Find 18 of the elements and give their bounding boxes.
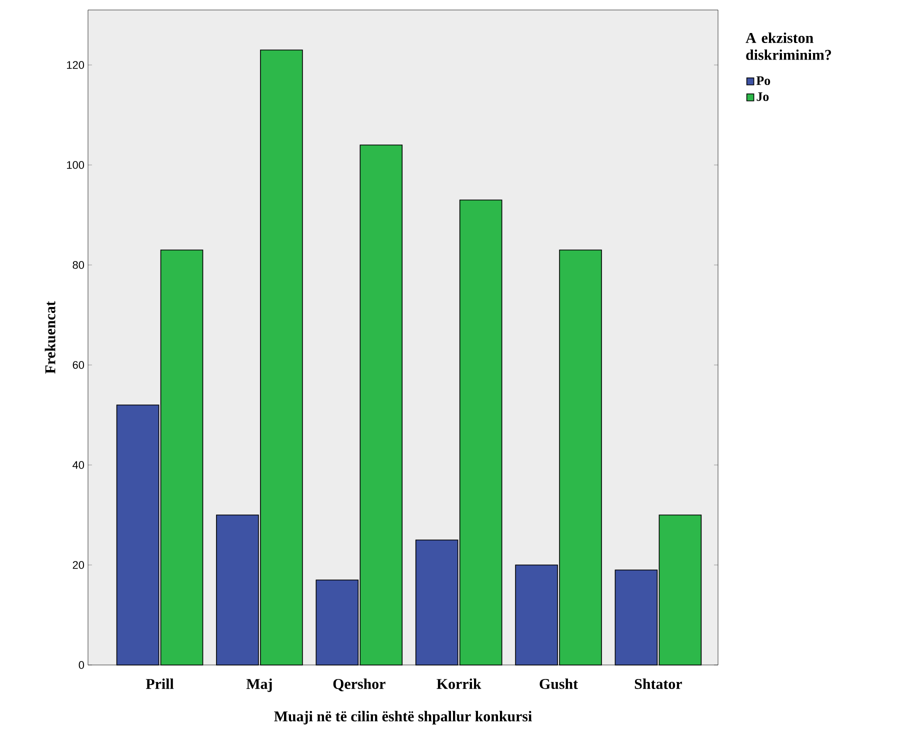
legend-label: Po <box>756 76 770 85</box>
y-tick-label: 60 <box>72 361 84 369</box>
legend-label: Jo <box>756 92 769 101</box>
y-tick-label: 40 <box>72 461 84 469</box>
x-tick-label: Qershor <box>333 678 386 692</box>
x-tick-label: Prill <box>146 678 174 689</box>
x-tick-label: Korrik <box>436 678 482 690</box>
y-tick-label: 100 <box>67 161 84 169</box>
y-tick-label: 0 <box>78 661 84 669</box>
x-tick-label: Gusht <box>540 678 578 690</box>
y-axis-title: Frekuencat <box>44 301 56 374</box>
y-tick-label: 120 <box>67 61 84 69</box>
y-tick-label: 80 <box>72 261 84 269</box>
x-axis-title: Muaji në të cilin është shpallur konkursi <box>274 710 532 724</box>
legend-title: A ekziston diskriminim? <box>746 32 831 60</box>
x-tick-label: Shtator <box>634 678 682 690</box>
y-tick-label: 20 <box>72 561 84 569</box>
x-tick-label: Maj <box>246 678 272 692</box>
